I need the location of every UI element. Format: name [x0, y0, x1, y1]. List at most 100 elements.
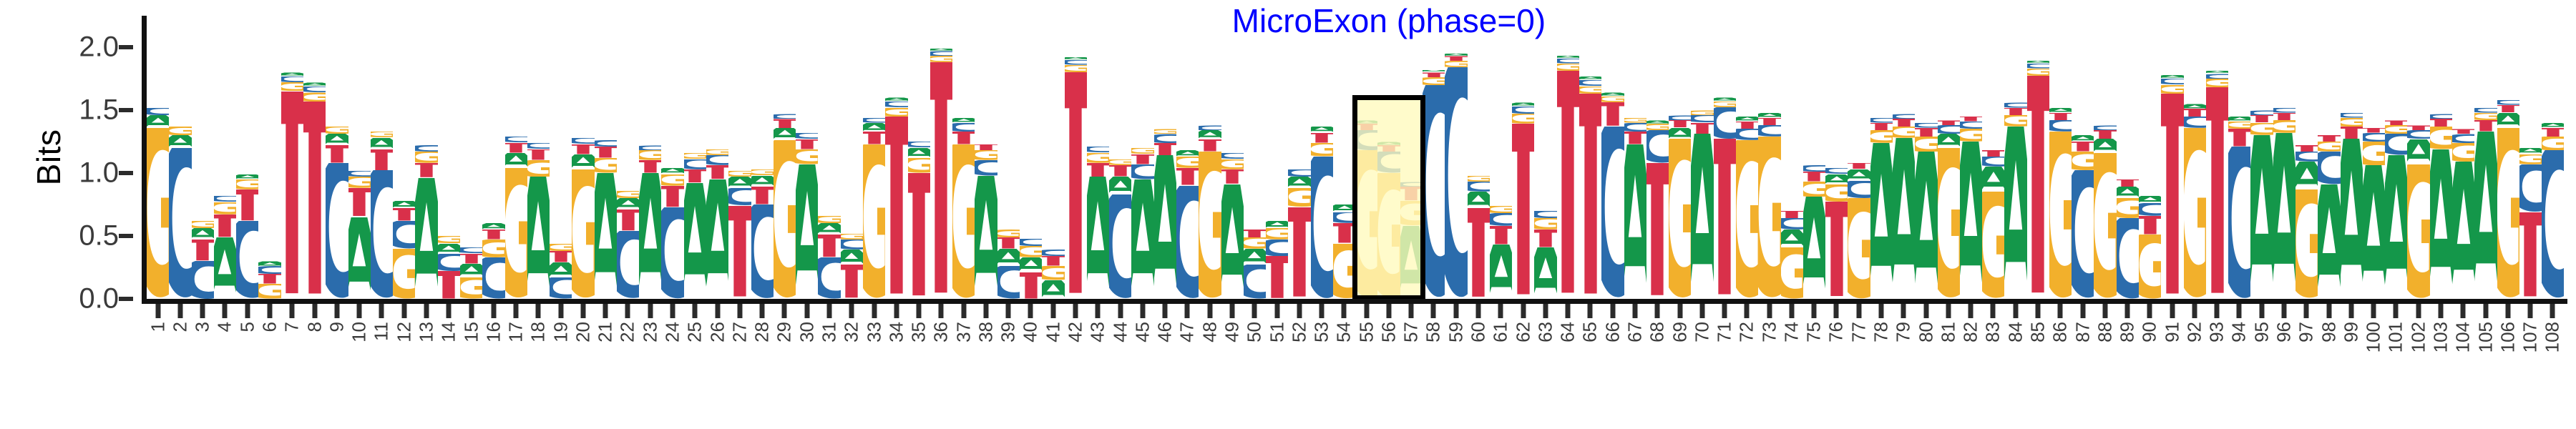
x-tick-label-21: 21 — [594, 322, 616, 342]
logo-letter-A: A — [1176, 150, 1199, 157]
x-tick-label-10: 10 — [348, 322, 370, 342]
x-tick-label-84: 84 — [2004, 322, 2026, 342]
logo-letter-A: A — [863, 123, 885, 132]
logo-letter-G: G — [1311, 143, 1333, 157]
x-tick-mark — [1408, 304, 1414, 318]
logo-stack-34: ACGT — [885, 16, 907, 299]
logo-letter-G: G — [2184, 128, 2206, 299]
logo-stack-107: AGCT — [2519, 16, 2542, 299]
logo-letter-C: C — [1311, 157, 1333, 299]
x-tick-label-76: 76 — [1825, 322, 1847, 342]
logo-letter-C: C — [2206, 74, 2228, 79]
logo-stack-108: ATGC — [2542, 16, 2564, 299]
logo-letter-A: A — [1557, 56, 1579, 59]
logo-stack-9: GATC — [326, 16, 348, 299]
logo-letter-G: G — [258, 284, 280, 299]
x-tick-label-46: 46 — [1153, 322, 1176, 342]
logo-letter-G: G — [1445, 61, 1467, 67]
x-tick-mark — [245, 304, 250, 318]
x-tick-label-58: 58 — [1422, 322, 1444, 342]
logo-letter-T: T — [841, 265, 863, 299]
x-tick-mark — [1990, 304, 1996, 318]
logo-letter-T: T — [1400, 187, 1423, 200]
logo-stacks-container: CAGGACGATCCGTAAGTCACTGACGTACGTGATCCGTAGA… — [147, 16, 2564, 299]
logo-letter-A: A — [774, 128, 796, 141]
logo-letter-G: G — [1176, 157, 1199, 168]
x-tick-mark — [334, 304, 340, 318]
x-tick-mark — [1095, 304, 1101, 318]
x-tick-label-42: 42 — [1064, 322, 1086, 342]
logo-letter-A: A — [1669, 128, 1691, 139]
logo-letter-T: T — [1266, 256, 1288, 299]
logo-stack-80: CTGA — [1915, 16, 1937, 299]
logo-letter-C: C — [572, 138, 594, 144]
logo-letter-A: A — [2228, 117, 2250, 122]
logo-letter-T: T — [751, 187, 774, 204]
logo-letter-A: A — [1624, 144, 1646, 299]
logo-letter-A: A — [1915, 152, 1937, 299]
logo-letter-T: T — [1288, 207, 1310, 299]
y-tick-label-1.0: 1.0 — [79, 157, 119, 189]
logo-stack-1: CAG — [147, 16, 169, 300]
logo-letter-G: G — [2228, 122, 2250, 129]
x-tick-label-49: 49 — [1221, 322, 1243, 342]
logo-letter-G: G — [1758, 137, 1780, 299]
x-tick-label-51: 51 — [1266, 322, 1288, 342]
x-tick-label-73: 73 — [1758, 322, 1780, 342]
logo-letter-T: T — [595, 147, 617, 158]
x-tick-mark — [424, 304, 429, 318]
logo-letter-C: C — [1579, 80, 1601, 87]
logo-stack-77: TACG — [1848, 16, 1870, 299]
logo-letter-T: T — [1982, 150, 2004, 157]
logo-stack-7: ACGT — [281, 16, 303, 299]
logo-letter-G: G — [885, 108, 907, 117]
x-tick-label-101: 101 — [2384, 322, 2406, 353]
x-tick-mark — [2057, 304, 2063, 318]
logo-stack-15: CTAG — [460, 16, 482, 299]
logo-letter-G: G — [550, 244, 572, 252]
logo-letter-T: T — [728, 206, 751, 299]
logo-letter-A: A — [617, 198, 639, 209]
logo-letter-G: G — [371, 132, 393, 138]
logo-letter-A: A — [2161, 75, 2183, 79]
logo-letter-G: G — [1288, 188, 1310, 207]
logo-letter-C: C — [639, 145, 661, 150]
logo-letter-C: C — [258, 266, 280, 274]
x-tick-mark — [1521, 304, 1526, 318]
logo-letter-G: G — [684, 153, 706, 159]
logo-letter-G: G — [2094, 153, 2116, 299]
logo-letter-C: C — [2341, 113, 2363, 118]
x-tick-label-5: 5 — [236, 322, 258, 332]
logo-letter-T: T — [2497, 105, 2519, 113]
logo-letter-T: T — [371, 149, 393, 171]
logo-stack-45: GTCA — [1131, 16, 1153, 299]
x-tick-label-78: 78 — [1870, 322, 1892, 342]
x-tick-label-56: 56 — [1377, 322, 1400, 342]
logo-letter-T: T — [2542, 128, 2564, 137]
logo-letter-G: G — [617, 191, 639, 199]
logo-stack-88: CTAG — [2094, 16, 2116, 299]
x-tick-label-22: 22 — [616, 322, 638, 342]
logo-stack-97: TCAG — [2296, 16, 2318, 299]
logo-stack-106: CTAG — [2497, 16, 2519, 299]
logo-letter-T: T — [1691, 123, 1713, 134]
logo-letter-G: G — [2430, 127, 2452, 149]
logo-letter-G: G — [2497, 128, 2519, 299]
logo-stack-54: ACTG — [1333, 16, 1355, 299]
x-tick-mark — [1923, 304, 1929, 318]
x-tick-mark — [1274, 304, 1280, 318]
x-tick-label-87: 87 — [2072, 322, 2094, 342]
logo-letter-A: A — [1087, 177, 1109, 299]
logo-letter-C: C — [236, 221, 258, 299]
logo-stack-70: GCTA — [1691, 16, 1713, 299]
logo-stack-29: CTAG — [774, 16, 796, 299]
logo-letter-G: G — [1915, 137, 1937, 152]
logo-stack-90: ACTG — [2139, 16, 2161, 299]
logo-letter-C: C — [1758, 125, 1780, 137]
logo-stack-32: GCAT — [841, 16, 863, 300]
x-tick-mark — [222, 304, 228, 318]
logo-letter-C: C — [2452, 134, 2474, 142]
x-tick-label-36: 36 — [930, 322, 952, 342]
x-tick-mark — [1856, 304, 1862, 318]
logo-letter-A: A — [952, 118, 975, 123]
